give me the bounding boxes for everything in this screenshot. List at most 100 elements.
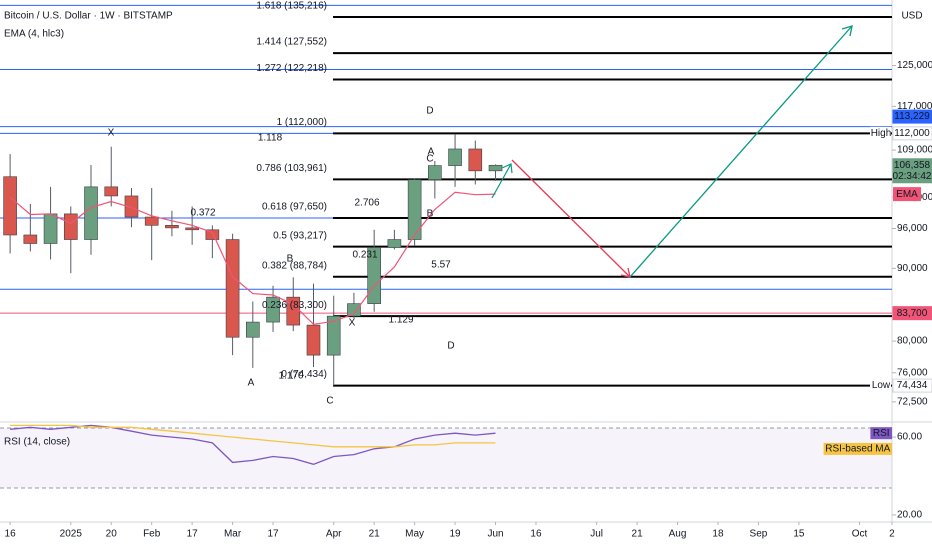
y-tick-label: 76,000 [897,367,928,378]
y-tick-label: 20.00 [897,510,922,521]
price-badge-tag-label: Low [872,380,891,391]
pattern-label: A [248,378,255,389]
x-tick-label: Aug [669,529,687,540]
fib-label: 1.414 (127,552) [256,37,327,48]
y-tick-label: 96,000 [897,223,928,234]
candle-body [347,303,361,317]
pattern-label: 2.706 [354,198,379,209]
candle-body [144,216,159,226]
marks-layer [3,133,503,465]
pattern-label: 5.57 [431,260,451,271]
x-tick-label: Sep [750,529,768,540]
fib-label: 0.5 (93,217) [273,230,327,241]
indicator-legend: EMA (4, hlc3) [4,29,64,40]
y-tick-label: 109,000 [897,145,932,156]
candle-body [205,229,220,240]
fib-label: 0.618 (97,650) [262,202,327,213]
price-badge-label: 112,000 [894,128,930,139]
fib-label: 0.786 (103,961) [256,163,327,174]
lines-layer [0,4,896,525]
pattern-label: X [108,128,115,139]
indicator-line [9,191,496,325]
text-layer: 1.618 (135,216) 1.414 (127,552) 1.272 (122… [5,1,932,540]
series-line [10,424,496,448]
candle-body [246,321,260,338]
indicator-badge [893,187,921,202]
pattern-label: C [426,154,433,165]
price-badge [892,158,932,184]
arrow-small [491,163,512,199]
fib-label: 1 (112,000) [277,117,327,128]
candle-body [63,213,78,240]
indicator-badge-label: EMA [896,189,918,200]
candle-body [165,225,179,229]
y-tick-label: 117,000 [897,101,932,112]
legend-label: RSI [873,428,890,439]
legend-label: RSI-based MA [825,444,890,455]
rsi-title: RSI (14, close) [4,437,70,448]
rsi-band [0,428,892,488]
arrow-head [501,163,513,174]
candle-body [266,296,280,323]
pattern-label: B [427,209,434,220]
price-badge-label: 113,229 [894,111,930,122]
fib-label: 0 (74,434) [281,369,327,380]
legend-badge [823,442,892,455]
price-badge-label: 106,358 [894,160,931,171]
pattern-label: B [287,254,294,265]
x-tick-label: 15 [793,529,805,540]
x-tick-label: 16 [5,529,17,540]
price-badge-tag-label: High [871,128,892,139]
arrow-down [511,159,631,278]
candle-body [185,227,199,231]
candle-body [407,179,422,240]
candle-body [104,186,119,197]
arrow-head [841,25,853,37]
price-badge [892,378,932,393]
price-badge-tag [870,126,891,140]
chart-title: Bitcoin / U.S. Dollar · 1W · BITSTAMP [4,11,173,22]
price-badge-countdown: 02:34:42 [893,171,932,182]
y-tick-label: 125,000 [897,60,932,71]
pattern-label: 1.118 [258,133,283,144]
candle-body [23,234,38,244]
y-tick-label: 60.00 [897,432,922,443]
y-tick-label: 80,000 [897,336,928,347]
pattern-label: D [426,106,433,117]
candle-body [448,148,462,166]
candle-body [468,148,483,172]
candle-body [306,324,321,356]
price-badge [892,109,932,124]
fib-label: 1.272 (122,218) [256,63,327,74]
x-tick-label: May [405,529,424,540]
pattern-label: A [428,147,435,158]
x-tick-label: 20 [106,529,118,540]
candle-body [387,239,402,248]
fib-label: 0.382 (88,784) [262,260,327,271]
x-tick-label: 2 [889,529,895,540]
candle-body [428,165,442,180]
candle-body [124,195,139,218]
pattern-label: 1.170 [278,371,303,382]
price-badge-label: 83,700 [897,308,928,319]
x-tick-label: 17 [187,529,199,540]
pattern-label: X [349,318,356,329]
candle-body [3,176,17,236]
x-tick-label: Feb [143,529,161,540]
y-tick-label: 90,000 [897,263,928,274]
y-tick-label: 72,500 [897,396,928,407]
pattern-label: D [447,341,454,352]
x-tick-label: Apr [326,529,342,540]
x-tick-label: 18 [712,529,724,540]
x-tick-label: Mar [224,529,242,540]
pattern-label: 1.129 [388,315,413,326]
price-badge [892,126,932,141]
x-tick-label: Jul [590,529,603,540]
x-tick-label: 2025 [60,529,83,540]
currency-label: USD [901,11,922,22]
fib-label: 0.236 (83,300) [262,300,327,311]
x-tick-label: 21 [632,529,644,540]
candle-body [84,186,98,240]
